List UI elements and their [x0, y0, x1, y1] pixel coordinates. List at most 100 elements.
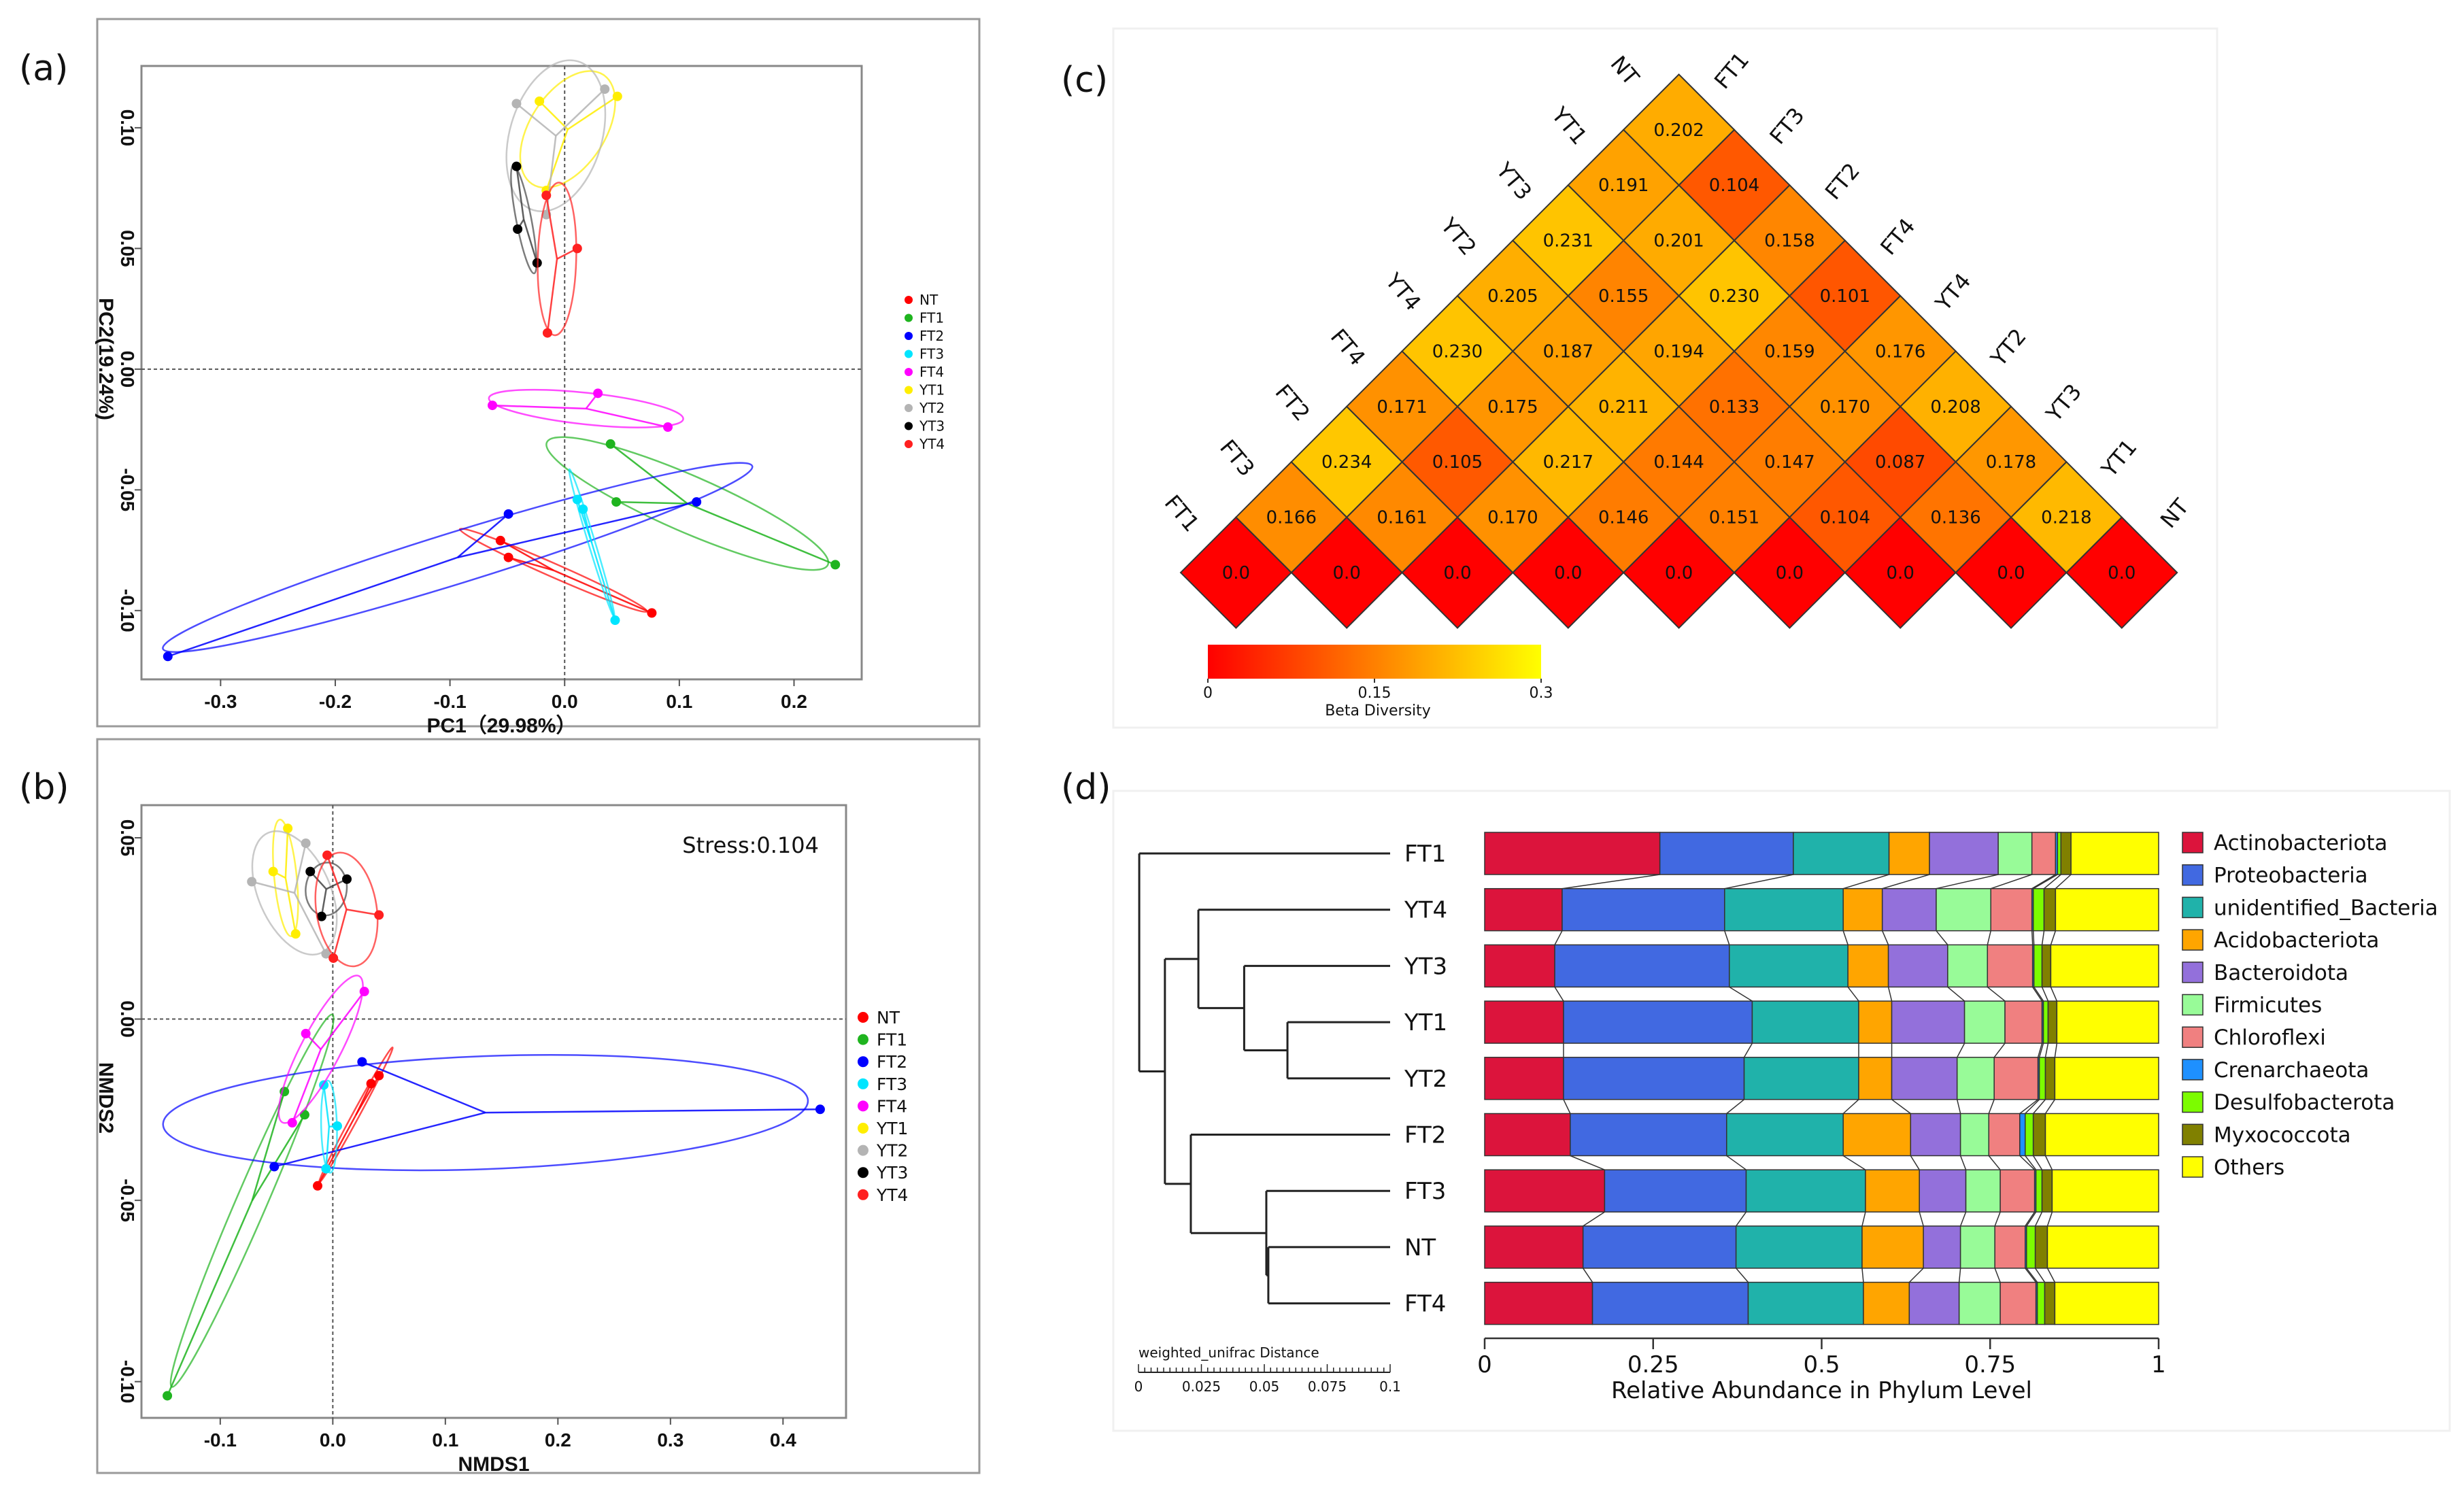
x-axis-label: PC1（29.98%） — [426, 714, 576, 737]
panel-a-frame — [96, 18, 981, 728]
connector-line — [1987, 986, 2006, 1002]
point-FT2 — [692, 497, 702, 507]
spider-line-FT4 — [586, 407, 669, 428]
point-YT3 — [342, 874, 352, 884]
point-NT — [503, 552, 513, 562]
bar-segment-Crenarchaeota — [2019, 1113, 2026, 1157]
bar-segment-Others — [2044, 1113, 2159, 1157]
heatmap-cell-value: 0.175 — [1487, 397, 1538, 418]
group-ellipse-FT1 — [545, 436, 830, 571]
legend-marker-FT4 — [905, 368, 913, 376]
spider-line-YT4 — [346, 909, 379, 916]
heatmap-cell-value: 0.0 — [2108, 563, 2136, 583]
group-ellipse-YT2 — [251, 830, 338, 956]
group-ellipse-YT2 — [505, 59, 607, 213]
connector-line — [1994, 1268, 2001, 1283]
point-YT4 — [541, 190, 552, 201]
bar-segment-Firmicutes — [1958, 1281, 2001, 1325]
heatmap-cell-value: 0.158 — [1764, 231, 1815, 252]
bar-segment-Acidobacteriota — [1888, 832, 1930, 875]
x-tick-label: 0.1 — [432, 1429, 458, 1451]
legend-label-NT: NT — [877, 1008, 900, 1028]
bar-segment-Myxococcota — [2034, 1225, 2048, 1269]
bar-segment-Myxococcota — [2032, 1113, 2046, 1157]
bar-segment-Chloroflexi — [1994, 1225, 2026, 1269]
x-tick-label: 0.3 — [657, 1429, 683, 1451]
plot-area — [140, 804, 847, 1419]
point-FT1 — [163, 1391, 173, 1401]
connector-line — [2046, 1211, 2053, 1227]
bar-segment-Firmicutes — [1963, 1000, 2006, 1044]
heatmap-cell-value: 0.0 — [1554, 563, 1582, 583]
point-YT4 — [542, 328, 552, 338]
legend-swatch-Proteobacteria — [2182, 864, 2204, 886]
legend-swatch-Myxococcota — [2182, 1123, 2204, 1146]
x-tick-label: 0.2 — [781, 691, 807, 712]
point-YT3 — [316, 911, 326, 921]
bar-segment-Others — [2054, 1057, 2159, 1100]
bar-segment-Actinobacteriota — [1484, 1225, 1584, 1269]
spider-line-FT4 — [320, 991, 365, 1050]
bar-segment-Chloroflexi — [1988, 1113, 2021, 1157]
y-tick-label: 0.05 — [117, 230, 138, 267]
heatmap-cell-value: 0.166 — [1266, 508, 1317, 528]
connector-line — [1990, 874, 2032, 889]
colorbar-tick-label: 0 — [1203, 685, 1213, 702]
x-tick-label: 0.0 — [552, 691, 578, 712]
bar-segment-Chloroflexi — [1990, 887, 2033, 932]
sample-label: FT4 — [1404, 1291, 1446, 1318]
connector-line — [1882, 930, 1889, 945]
bar-segment-Actinobacteriota — [1484, 1281, 1593, 1325]
connector-line — [2031, 874, 2056, 889]
connector-line — [1554, 930, 1563, 945]
connector-line — [1956, 1099, 1961, 1114]
sample-label: FT1 — [1404, 841, 1446, 868]
bar-segment-Desulfobacterota — [2033, 944, 2043, 988]
group-ellipse-YT1 — [272, 818, 299, 938]
heatmap-cell-value: 0.151 — [1709, 508, 1759, 528]
colorbar-label: Beta Diversity — [1325, 702, 1431, 719]
point-YT1 — [290, 929, 301, 939]
bar-segment-Desulfobacterota — [2035, 1169, 2043, 1213]
legend-swatch-Bacteroidota — [2182, 962, 2204, 983]
connector-line — [2025, 1155, 2037, 1170]
bar-segment-Others — [2054, 1281, 2159, 1325]
point-YT4 — [374, 910, 384, 920]
bar-segment-Others — [2056, 1000, 2159, 1044]
spider-line-YT4 — [332, 909, 348, 959]
bar-segment-Myxococcota — [2060, 832, 2072, 875]
bar-segment-Proteobacteria — [1563, 1000, 1753, 1044]
connector-line — [2019, 1155, 2036, 1170]
bar-segment-unidentified_Bacteria — [1735, 1225, 1863, 1269]
heatmap-cell-value: 0.234 — [1321, 452, 1372, 473]
connector-line — [1842, 1099, 1859, 1115]
connector-line — [2054, 1042, 2058, 1057]
point-FT4 — [359, 987, 369, 997]
connector-line — [1726, 1099, 1745, 1115]
x-axis-label: Relative Abundance in Phylum Level — [1611, 1377, 2032, 1404]
spider-line-YT2 — [555, 88, 606, 137]
legend-swatch-Chloroflexi — [2182, 1026, 2204, 1048]
x-tick-label: 0.2 — [545, 1429, 571, 1451]
bar-segment-Desulfobacterota — [2036, 1281, 2046, 1325]
scale-bar-tick-label: 0.075 — [1308, 1378, 1347, 1395]
heatmap-cell-value: 0.176 — [1875, 341, 1925, 362]
legend-marker-FT1 — [905, 313, 913, 322]
connector-line — [1882, 874, 1930, 889]
point-YT1 — [283, 824, 293, 834]
heatmap-cell-value: 0.0 — [1665, 563, 1693, 583]
spider-line-YT2 — [293, 843, 307, 894]
spider-line-FT2 — [167, 556, 458, 658]
heatmap-cell-value: 0.170 — [1487, 508, 1538, 528]
bar-segment-Proteobacteria — [1570, 1113, 1727, 1157]
point-YT3 — [511, 161, 522, 171]
legend-label-FT1: FT1 — [919, 310, 944, 326]
spider-line-FT4 — [291, 1049, 322, 1123]
legend-label-YT1: YT1 — [876, 1119, 908, 1138]
legend-marker-YT3 — [905, 422, 913, 430]
connector-line — [1842, 1155, 1866, 1170]
connector-line — [1958, 1268, 1961, 1283]
bar-segment-Actinobacteriota — [1484, 1113, 1571, 1157]
connector-line — [2041, 930, 2045, 945]
heatmap-cell-value: 0.0 — [1997, 563, 2025, 583]
